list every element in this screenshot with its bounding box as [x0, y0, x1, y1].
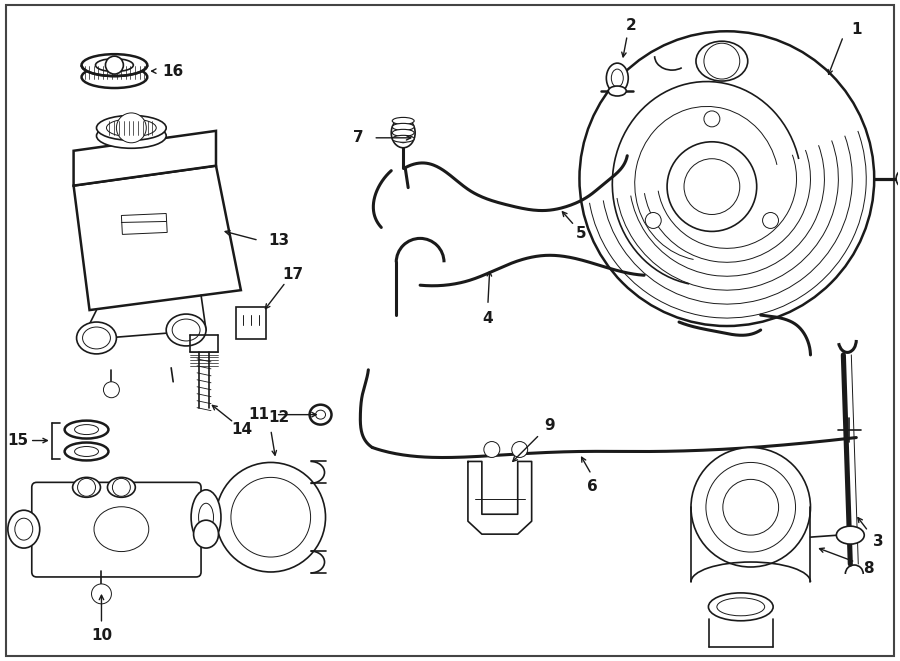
Ellipse shape — [896, 168, 900, 190]
Circle shape — [691, 447, 811, 567]
Ellipse shape — [106, 119, 157, 137]
Circle shape — [667, 142, 757, 231]
Ellipse shape — [94, 507, 148, 551]
Text: 15: 15 — [7, 433, 29, 448]
Circle shape — [92, 584, 112, 604]
FancyBboxPatch shape — [32, 483, 201, 577]
Text: 2: 2 — [626, 18, 636, 33]
Ellipse shape — [191, 490, 221, 545]
Text: 5: 5 — [576, 226, 587, 241]
Text: 9: 9 — [544, 418, 555, 433]
Ellipse shape — [65, 420, 108, 438]
Circle shape — [704, 43, 740, 79]
Polygon shape — [122, 214, 167, 235]
Text: 17: 17 — [282, 267, 303, 282]
Circle shape — [216, 463, 326, 572]
Circle shape — [116, 113, 147, 143]
Ellipse shape — [611, 69, 624, 87]
Circle shape — [704, 111, 720, 127]
Ellipse shape — [310, 405, 331, 424]
FancyBboxPatch shape — [236, 307, 266, 339]
Circle shape — [512, 442, 527, 457]
Ellipse shape — [396, 123, 410, 143]
Text: 8: 8 — [863, 561, 874, 576]
Ellipse shape — [392, 130, 414, 136]
Text: 12: 12 — [268, 410, 289, 425]
Ellipse shape — [717, 598, 765, 616]
Ellipse shape — [607, 63, 628, 93]
Ellipse shape — [82, 54, 148, 76]
Text: 4: 4 — [482, 311, 493, 326]
Circle shape — [104, 382, 120, 398]
Ellipse shape — [14, 518, 32, 540]
Ellipse shape — [107, 477, 135, 497]
Ellipse shape — [65, 442, 108, 461]
Ellipse shape — [392, 136, 414, 142]
Text: 16: 16 — [163, 63, 184, 79]
Circle shape — [105, 56, 123, 74]
Text: 10: 10 — [91, 628, 112, 643]
Ellipse shape — [836, 526, 864, 544]
Ellipse shape — [316, 410, 326, 419]
Ellipse shape — [75, 424, 98, 434]
Ellipse shape — [392, 124, 414, 130]
Ellipse shape — [96, 124, 166, 148]
Ellipse shape — [76, 322, 116, 354]
Circle shape — [231, 477, 310, 557]
Ellipse shape — [73, 477, 101, 497]
Text: 7: 7 — [353, 130, 364, 145]
Ellipse shape — [708, 593, 773, 621]
Circle shape — [684, 159, 740, 214]
Text: 6: 6 — [587, 479, 598, 494]
Text: 13: 13 — [268, 233, 289, 248]
Circle shape — [762, 212, 778, 229]
Polygon shape — [74, 131, 216, 186]
Ellipse shape — [166, 314, 206, 346]
Circle shape — [645, 212, 662, 229]
Ellipse shape — [199, 503, 213, 531]
Circle shape — [706, 463, 796, 552]
Ellipse shape — [82, 66, 148, 88]
Ellipse shape — [392, 118, 415, 148]
Ellipse shape — [696, 41, 748, 81]
Ellipse shape — [172, 319, 200, 341]
Circle shape — [77, 479, 95, 496]
Circle shape — [484, 442, 500, 457]
Circle shape — [580, 31, 874, 326]
Circle shape — [112, 479, 130, 496]
Ellipse shape — [608, 86, 626, 96]
Ellipse shape — [194, 520, 219, 548]
Circle shape — [723, 479, 778, 535]
Text: 11: 11 — [248, 407, 269, 422]
Text: 1: 1 — [851, 22, 861, 37]
Ellipse shape — [95, 59, 133, 71]
Ellipse shape — [75, 447, 98, 457]
Ellipse shape — [96, 116, 166, 140]
Text: 14: 14 — [231, 422, 252, 437]
Ellipse shape — [83, 327, 111, 349]
Ellipse shape — [8, 510, 40, 548]
Text: 3: 3 — [873, 533, 884, 549]
Ellipse shape — [392, 118, 414, 124]
Polygon shape — [74, 166, 241, 310]
